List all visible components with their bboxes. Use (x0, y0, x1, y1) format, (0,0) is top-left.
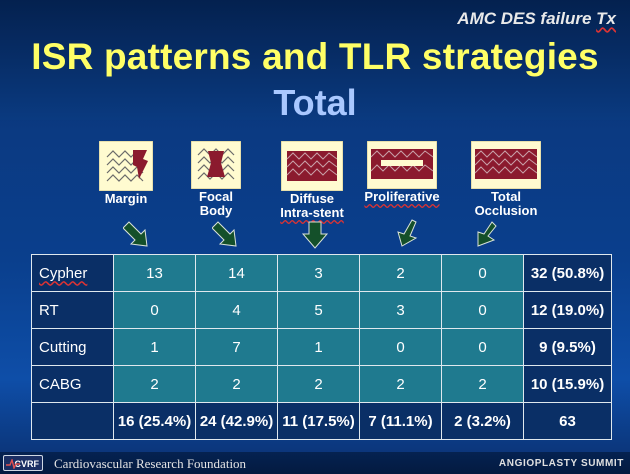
table-cell: 7 (195, 328, 278, 366)
table-cell: 4 (195, 291, 278, 329)
pattern-diffuse-label-2: Intra-stent (280, 205, 344, 220)
row-label-cutting: Cutting (31, 328, 114, 366)
column-total: 16 (25.4%) (113, 402, 196, 440)
table-cell: 1 (113, 328, 196, 366)
table-cell: 0 (441, 291, 524, 329)
table-row: Cypher 13 14 3 2 0 32 (50.8%) (31, 254, 612, 292)
arrow-down-icon (301, 221, 329, 249)
pattern-total-label-1: Total (490, 189, 522, 204)
pattern-total-occlusion: Total Occlusion (456, 141, 556, 218)
pattern-total-label-2: Occlusion (474, 203, 538, 218)
table-cell: 2 (113, 365, 196, 403)
slide-subtitle: AMC DES failure Tx (457, 9, 616, 29)
table-cell: 2 (359, 365, 442, 403)
pattern-focal-label-2: Body (199, 203, 233, 218)
stent-diffuse-icon (281, 141, 343, 191)
column-total: 2 (3.2%) (441, 402, 524, 440)
pattern-focal-label-1: Focal (199, 189, 233, 204)
row-label-cabg: CABG (31, 365, 114, 403)
grand-total: 63 (523, 402, 612, 440)
table-row-totals: 16 (25.4%) 24 (42.9%) 11 (17.5%) 7 (11.1… (31, 402, 612, 440)
pattern-margin: Margin (76, 141, 176, 206)
arrow-down-icon (477, 221, 497, 247)
table-row: CABG 2 2 2 2 2 10 (15.9%) (31, 365, 612, 403)
table-cell: 2 (441, 365, 524, 403)
pattern-proliferative-label: Proliferative (364, 189, 440, 204)
stent-margin-icon (99, 141, 153, 191)
heartbeat-icon (6, 459, 20, 469)
column-total: 24 (42.9%) (195, 402, 278, 440)
stent-focal-body-icon (191, 141, 241, 189)
table-cell: 14 (195, 254, 278, 292)
logo-text: CVRF (14, 459, 40, 469)
table-cell: 5 (277, 291, 360, 329)
footer-band (0, 452, 630, 474)
arrow-down-icon (397, 219, 418, 247)
table-cell: 0 (359, 328, 442, 366)
table-cell: 3 (277, 254, 360, 292)
table-row: Cutting 1 7 1 0 0 9 (9.5%) (31, 328, 612, 366)
pattern-proliferative: Proliferative (352, 141, 452, 204)
table-cell: 1 (277, 328, 360, 366)
subtitle-text: AMC DES failure (457, 9, 597, 28)
pattern-focal-body: Focal Body (166, 141, 266, 218)
table-cell: 2 (277, 365, 360, 403)
row-total: 9 (9.5%) (523, 328, 612, 366)
table-cell: 3 (359, 291, 442, 329)
event-name: ANGIOPLASTY SUMMIT (498, 458, 624, 469)
stent-total-occlusion-icon (471, 141, 541, 189)
pattern-diffuse-label-1: Diffuse (289, 191, 335, 206)
table-cell: 0 (441, 254, 524, 292)
table-cell: 13 (113, 254, 196, 292)
column-total: 7 (11.1%) (359, 402, 442, 440)
table-cell: 0 (441, 328, 524, 366)
arrow-down-icon (212, 221, 237, 247)
pattern-diffuse-intrastent: Diffuse Intra-stent (262, 141, 362, 220)
table-row: RT 0 4 5 3 0 12 (19.0%) (31, 291, 612, 329)
row-total: 10 (15.9%) (523, 365, 612, 403)
stent-proliferative-icon (367, 141, 437, 189)
header-band (0, 0, 630, 120)
cvrf-logo: CVRF (3, 455, 43, 471)
row-total: 12 (19.0%) (523, 291, 612, 329)
row-total: 32 (50.8%) (523, 254, 612, 292)
organization-name: Cardiovascular Research Foundation (54, 456, 247, 471)
subtitle-tx: Tx (596, 9, 616, 28)
tlr-strategy-table: Cypher 13 14 3 2 0 32 (50.8%) RT 0 4 5 3… (31, 254, 612, 440)
empty-cell (31, 402, 114, 440)
table-cell: 2 (359, 254, 442, 292)
row-label-rt: RT (31, 291, 114, 329)
slide-title-total: Total (273, 82, 357, 123)
slide-title: ISR patterns and TLR strategies (31, 36, 599, 77)
row-label-cypher: Cypher (31, 254, 114, 292)
pattern-margin-label: Margin (104, 191, 148, 206)
arrow-down-icon (123, 221, 148, 247)
table-cell: 2 (195, 365, 278, 403)
column-total: 11 (17.5%) (277, 402, 360, 440)
table-cell: 0 (113, 291, 196, 329)
